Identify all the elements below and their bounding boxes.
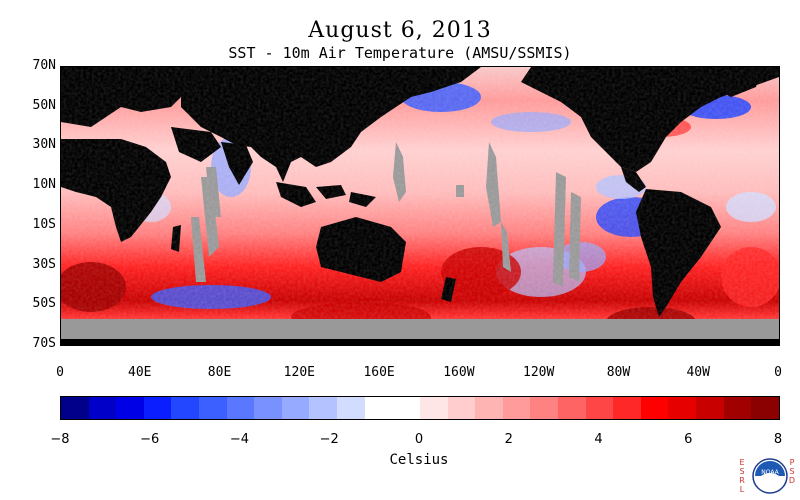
colorbar-cell xyxy=(143,397,172,419)
map-title: August 6, 2013 xyxy=(308,18,492,43)
colorbar-cell xyxy=(337,397,365,419)
colorbar-cell xyxy=(171,397,200,419)
colorbar-cell xyxy=(281,397,310,419)
sst-anomaly-map xyxy=(60,66,780,346)
lon-tick-label: 80E xyxy=(207,365,232,380)
colorbar-tick-label: 4 xyxy=(594,432,603,447)
colorbar-cell xyxy=(613,397,641,419)
lat-tick-label: 30N xyxy=(32,137,56,153)
colorbar-cell xyxy=(88,397,117,419)
colorbar-tick-label: 6 xyxy=(684,432,693,447)
colorbar-tick-label: −8 xyxy=(50,432,70,447)
colorbar-cell xyxy=(640,397,669,419)
colorbar-cell xyxy=(116,397,144,419)
colorbar-cell xyxy=(696,397,724,419)
lon-tick-label: 160W xyxy=(443,365,475,380)
ocean-texture xyxy=(61,67,779,319)
map-canvas xyxy=(61,67,779,345)
lon-tick-label: 120W xyxy=(523,365,555,380)
colorbar xyxy=(60,396,780,420)
lat-tick-label: 10N xyxy=(32,177,56,193)
map-subtitle: SST - 10m Air Temperature (AMSU/SSMIS) xyxy=(228,44,572,62)
colorbar-tick-label: −6 xyxy=(140,432,160,447)
lon-tick-label: 120E xyxy=(283,365,315,380)
colorbar-cell xyxy=(585,397,614,419)
colorbar-tick-label: 0 xyxy=(414,432,424,447)
colorbar-cell xyxy=(392,397,420,419)
colorbar-tick-label: −4 xyxy=(229,432,250,447)
lon-tick-label: 40E xyxy=(128,365,152,380)
lat-tick-label: 10S xyxy=(32,216,56,232)
colorbar-tick-label: 2 xyxy=(504,432,513,447)
lon-tick-label: 0 xyxy=(56,365,64,380)
lat-tick-label: 70N xyxy=(32,58,56,73)
noaa-seal-icon: NOAA xyxy=(752,458,788,494)
svg-text:NOAA: NOAA xyxy=(761,469,779,476)
colorbar-cell xyxy=(61,397,89,419)
lat-tick-label: 50N xyxy=(32,97,56,113)
colorbar-cell xyxy=(364,397,393,419)
colorbar-cell xyxy=(502,397,531,419)
lon-tick-label: 80W xyxy=(606,365,631,380)
colorbar-cell xyxy=(254,397,282,419)
lon-tick-label: 40W xyxy=(686,365,710,380)
colorbar-cell xyxy=(226,397,255,419)
colorbar-cell xyxy=(668,397,697,419)
colorbar-cell xyxy=(751,397,779,419)
lat-tick-label: 30S xyxy=(32,256,56,272)
colorbar-tick-label: −2 xyxy=(319,432,339,447)
colorbar-cell xyxy=(447,397,476,419)
colorbar-cell xyxy=(723,397,752,419)
colorbar-units: Celsius xyxy=(389,452,449,468)
lat-tick-label: 50S xyxy=(32,296,56,312)
colorbar-cell xyxy=(309,397,338,419)
lat-tick-label: 70S xyxy=(32,336,56,351)
lon-tick-label: 0 xyxy=(774,365,782,380)
colorbar-cell xyxy=(557,397,586,419)
colorbar-cell xyxy=(530,397,558,419)
colorbar-cell xyxy=(419,397,448,419)
colorbar-tick-label: 8 xyxy=(773,432,783,447)
colorbar-cell xyxy=(475,397,503,419)
colorbar-cell xyxy=(199,397,227,419)
lon-tick-label: 160E xyxy=(363,365,395,380)
